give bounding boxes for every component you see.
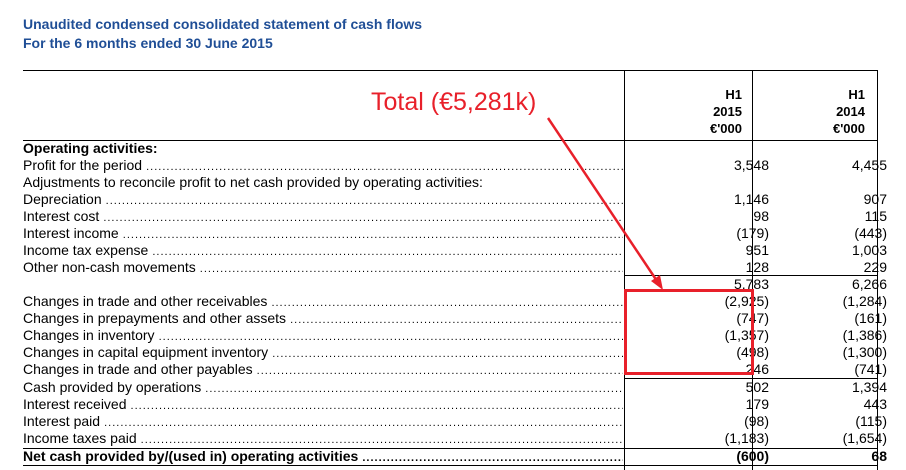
value-h1-2015: 1,146 — [733, 191, 769, 207]
subtotal-rule — [624, 275, 877, 276]
value-h1-2015: 951 — [745, 242, 769, 258]
table-row: Changes in inventory (1,357) (1,386) — [23, 327, 887, 346]
table-row: Interest paid (98) (115) — [23, 413, 887, 432]
value-h1-2014: (1,284) — [842, 293, 887, 309]
row-label: Income taxes paid — [23, 430, 623, 449]
header-top-rule — [23, 70, 878, 71]
value-h1-2015: (98) — [744, 413, 769, 429]
row-label: Adjustments to reconcile profit to net c… — [23, 174, 483, 190]
table-row: Interest received 179 443 — [23, 396, 887, 415]
row-label: Income tax expense — [23, 242, 623, 261]
row-label: Net cash provided by/(used in) operating… — [23, 448, 623, 467]
row-label: Changes in trade and other payables — [23, 361, 623, 380]
statement-title: Unaudited condensed consolidated stateme… — [23, 16, 423, 32]
value-h1-2014: 1,003 — [851, 242, 887, 258]
value-h1-2014: (1,300) — [842, 344, 887, 360]
value-h1-2014: 4,455 — [851, 157, 887, 173]
row-label: Interest paid — [23, 413, 623, 432]
value-h1-2014: (161) — [854, 310, 887, 326]
value-h1-2014: (1,386) — [842, 327, 887, 343]
col-h1-2014-unit: €'000 — [832, 121, 865, 136]
table-row: Profit for the period 3,548 4,455 — [23, 157, 887, 176]
table-row: Adjustments to reconcile profit to net c… — [23, 174, 878, 191]
value-h1-2014: 443 — [863, 396, 887, 412]
row-label: Depreciation — [23, 191, 623, 210]
table-row: Changes in trade and other payables 246 … — [23, 361, 887, 380]
value-h1-2015: 502 — [745, 379, 769, 395]
table-row: Income tax expense 951 1,003 — [23, 242, 887, 261]
highlight-box — [624, 289, 754, 375]
value-h1-2015: 3,548 — [733, 157, 769, 173]
value-h1-2014: (115) — [855, 413, 887, 429]
value-h1-2015: 128 — [745, 259, 769, 275]
table-row: Cash provided by operations 502 1,394 — [23, 379, 887, 398]
value-h1-2014: (443) — [854, 225, 887, 241]
row-label: Operating activities: — [23, 140, 158, 156]
table-row: Income taxes paid (1,183) (1,654) — [23, 430, 887, 449]
value-h1-2015: (1,357) — [724, 327, 769, 343]
row-label: Interest income — [23, 225, 623, 244]
value-h1-2015: (179) — [736, 225, 769, 241]
total-row: Net cash provided by/(used in) operating… — [23, 448, 887, 467]
table-row: Operating activities: — [23, 140, 878, 157]
value-h1-2015: 179 — [745, 396, 769, 412]
column-header-h1-2015: H1 2015 €'000 — [624, 86, 742, 137]
value-h1-2015: (600) — [736, 448, 769, 464]
annotation-label: Total (€5,281k) — [371, 88, 537, 116]
table-row: Depreciation 1,146 907 — [23, 191, 887, 210]
table-row: Changes in trade and other receivables (… — [23, 293, 887, 312]
row-label: Other non-cash movements — [23, 259, 623, 278]
table-row: Interest cost 98 115 — [23, 208, 887, 227]
subtotal-row: 5,783 6,266 — [23, 276, 887, 293]
value-h1-2015: (2,925) — [724, 293, 769, 309]
row-label: Cash provided by operations — [23, 379, 623, 398]
col-h1-2015-period: H1 — [725, 87, 742, 102]
subtotal-h1-2015: 5,783 — [733, 276, 769, 292]
col-h1-2015-year: 2015 — [713, 104, 742, 119]
row-label: Changes in inventory — [23, 327, 623, 346]
subtotal-h1-2014: 6,266 — [851, 276, 887, 292]
row-label: Changes in prepayments and other assets — [23, 310, 623, 329]
row-label: Changes in trade and other receivables — [23, 293, 623, 312]
row-label: Interest cost — [23, 208, 623, 227]
value-h1-2015: (1,183) — [724, 430, 769, 446]
table-row: Other non-cash movements 128 229 — [23, 259, 887, 278]
value-h1-2014: 907 — [863, 191, 887, 207]
row-label: Changes in capital equipment inventory — [23, 344, 623, 363]
column-divider-left — [624, 70, 625, 470]
subtotal-rule-2 — [624, 378, 877, 379]
table-row: Changes in capital equipment inventory (… — [23, 344, 887, 363]
statement-subtitle: For the 6 months ended 30 June 2015 — [23, 35, 273, 51]
value-h1-2015: 98 — [753, 208, 769, 224]
column-divider-right — [877, 70, 878, 470]
header-bottom-rule — [23, 140, 878, 141]
value-h1-2014: 1,394 — [851, 379, 887, 395]
value-h1-2014: 68 — [871, 448, 887, 464]
col-h1-2014-period: H1 — [848, 87, 865, 102]
value-h1-2014: 229 — [863, 259, 887, 275]
row-label: Profit for the period — [23, 157, 623, 176]
value-h1-2014: (741) — [854, 361, 887, 377]
column-divider-mid — [752, 70, 753, 470]
column-header-h1-2014: H1 2014 €'000 — [752, 86, 865, 137]
row-label: Interest received — [23, 396, 623, 415]
col-h1-2015-unit: €'000 — [709, 121, 742, 136]
table-row: Interest income (179) (443) — [23, 225, 887, 244]
value-h1-2014: (1,654) — [842, 430, 887, 446]
value-h1-2014: 115 — [864, 208, 887, 224]
table-row: Changes in prepayments and other assets … — [23, 310, 887, 329]
col-h1-2014-year: 2014 — [836, 104, 865, 119]
